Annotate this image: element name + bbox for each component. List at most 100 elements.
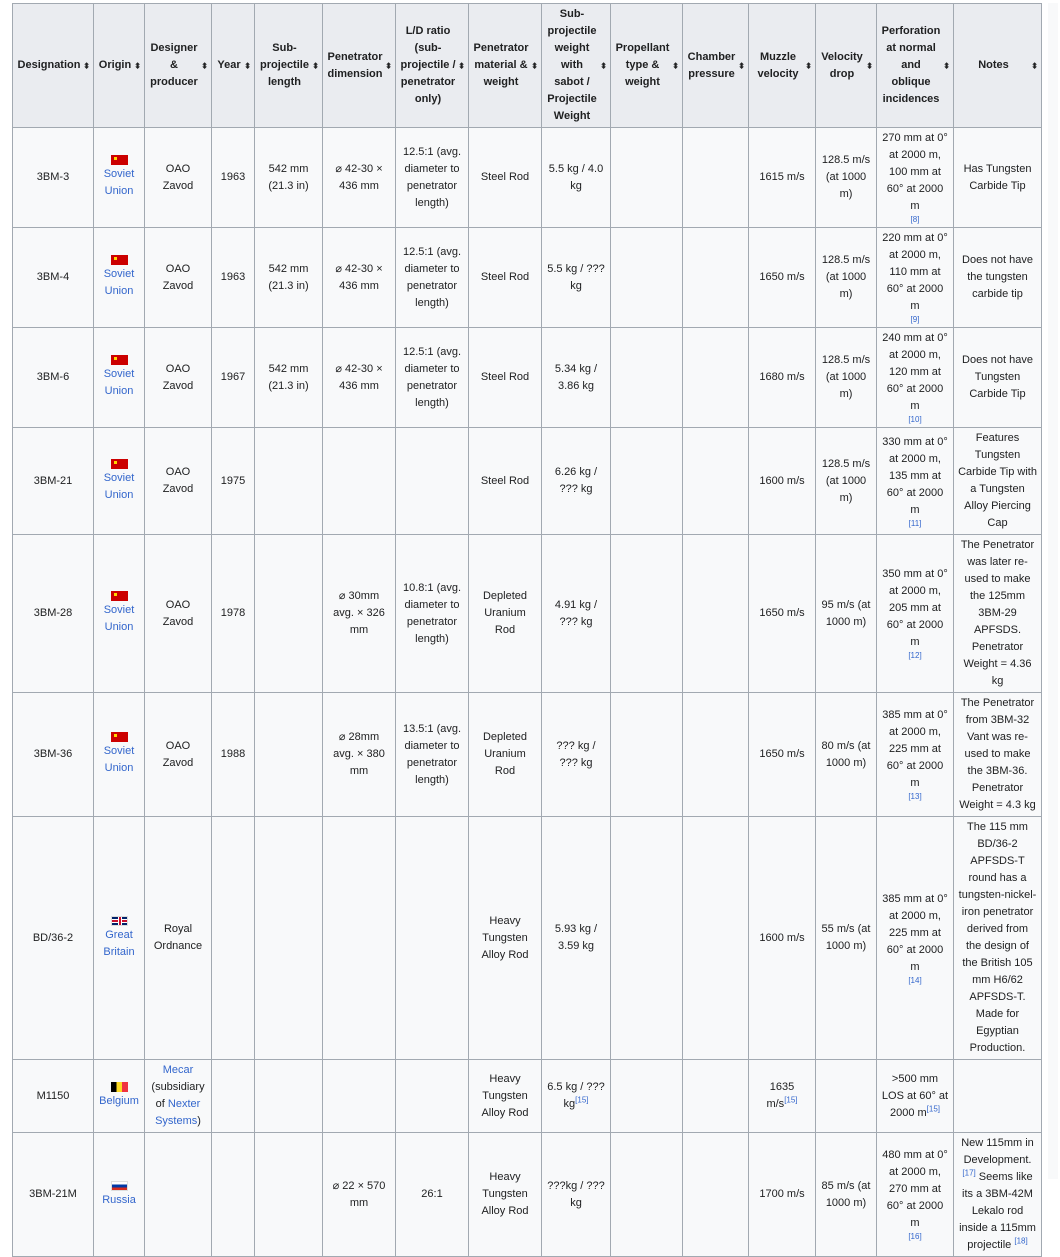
cell-text: Does not have the tungsten carbide tip bbox=[962, 254, 1033, 300]
origin-cell: Soviet Union bbox=[93, 534, 145, 693]
origin-link[interactable]: Soviet Union bbox=[103, 268, 135, 297]
origin-link[interactable]: Soviet Union bbox=[103, 745, 135, 774]
sort-icon[interactable]: ⬍ bbox=[600, 61, 607, 70]
sort-icon[interactable]: ⬍ bbox=[244, 61, 251, 70]
reference-link[interactable]: [17] bbox=[962, 1168, 976, 1178]
reference-link[interactable]: [8] bbox=[910, 215, 920, 224]
sort-icon[interactable]: ⬍ bbox=[312, 61, 319, 70]
column-header-7[interactable]: Penetrator material & weight ⬍ bbox=[468, 3, 542, 128]
cell-text: (subsidiary of bbox=[151, 1081, 205, 1110]
column-header-0[interactable]: Designation ⬍ bbox=[12, 3, 94, 128]
length-cell: 542 mm (21.3 in) bbox=[254, 227, 323, 328]
sort-icon[interactable]: ⬍ bbox=[805, 61, 812, 70]
notes-cell: The Penetrator was later re-used to make… bbox=[953, 534, 1042, 693]
muzzle-velocity-cell: 1600 m/s bbox=[748, 816, 816, 1060]
dimension-cell bbox=[322, 1059, 396, 1133]
reference-link[interactable]: [13] bbox=[908, 792, 922, 801]
cell-link[interactable]: Nexter Systems bbox=[155, 1098, 201, 1127]
soviet-union-flag-icon bbox=[110, 591, 128, 601]
origin-link[interactable]: Soviet Union bbox=[103, 168, 135, 197]
sort-icon[interactable]: ⬍ bbox=[385, 61, 392, 70]
reference-link[interactable]: [10] bbox=[908, 415, 922, 424]
apfsds-ammunition-table: Designation ⬍ Origin ⬍ Designer & producer ⬍ Y… bbox=[12, 3, 1042, 1257]
column-header-6[interactable]: L/D ratio (sub-projectile / penetrator o… bbox=[395, 3, 469, 128]
origin-link[interactable]: Belgium bbox=[99, 1095, 139, 1107]
material-cell: Heavy Tungsten Alloy Rod bbox=[468, 816, 542, 1060]
propellant-cell bbox=[610, 692, 683, 817]
column-header-5[interactable]: Penetrator dimension ⬍ bbox=[322, 3, 396, 128]
year-cell: 1978 bbox=[211, 534, 255, 693]
cell-link[interactable]: Mecar bbox=[162, 1064, 194, 1076]
notes-cell: The Penetrator from 3BM-32 Vant was re-u… bbox=[953, 692, 1042, 817]
sort-icon[interactable]: ⬍ bbox=[134, 61, 141, 70]
chamber-pressure-cell bbox=[682, 327, 749, 428]
column-header-14[interactable]: Notes ⬍ bbox=[953, 3, 1042, 128]
material-cell: Steel Rod bbox=[468, 327, 542, 428]
column-header-10[interactable]: Chamber pressure ⬍ bbox=[682, 3, 749, 128]
designation-cell: BD/36-2 bbox=[12, 816, 94, 1060]
origin-link[interactable]: Soviet Union bbox=[103, 604, 135, 633]
designation-cell: 3BM-21 bbox=[12, 427, 94, 535]
cell-text: ??? kg / ??? kg bbox=[556, 739, 596, 769]
column-header-11[interactable]: Muzzle velocity ⬍ bbox=[748, 3, 816, 128]
designation-cell: 3BM-28 bbox=[12, 534, 94, 693]
scrollbar[interactable] bbox=[1048, 3, 1058, 1179]
column-header-9[interactable]: Propellant type & weight ⬍ bbox=[610, 3, 683, 128]
cell-text: 6.5 kg / ??? kg bbox=[547, 1081, 605, 1110]
cell-text: The Penetrator from 3BM-32 Vant was re-u… bbox=[959, 697, 1036, 811]
sort-icon[interactable]: ⬍ bbox=[531, 61, 538, 70]
column-header-label: Designation bbox=[17, 59, 81, 71]
propellant-cell bbox=[610, 1132, 683, 1257]
reference-link[interactable]: [15] bbox=[575, 1095, 589, 1105]
column-header-3[interactable]: Year ⬍ bbox=[211, 3, 255, 128]
notes-cell: The 115 mm BD/36-2 APFSDS-T round has a … bbox=[953, 816, 1042, 1060]
muzzle-velocity-cell: 1680 m/s bbox=[748, 327, 816, 428]
sort-icon[interactable]: ⬍ bbox=[458, 61, 465, 70]
sort-icon[interactable]: ⬍ bbox=[1031, 61, 1038, 70]
column-header-2[interactable]: Designer & producer ⬍ bbox=[144, 3, 212, 128]
sort-icon[interactable]: ⬍ bbox=[201, 61, 208, 70]
velocity-drop-cell bbox=[815, 1059, 877, 1133]
designer-cell: Royal Ordnance bbox=[144, 816, 212, 1060]
column-header-8[interactable]: Sub-projectile weight with sabot / Proje… bbox=[541, 3, 611, 128]
column-header-12[interactable]: Velocity drop ⬍ bbox=[815, 3, 877, 128]
weight-cell: 4.91 kg / ??? kg bbox=[541, 534, 611, 693]
reference-link[interactable]: [15] bbox=[784, 1095, 798, 1105]
cell-text: 1650 m/s bbox=[759, 748, 805, 760]
sort-icon[interactable]: ⬍ bbox=[83, 61, 90, 70]
muzzle-velocity-cell: 1650 m/s bbox=[748, 227, 816, 328]
reference-link[interactable]: [18] bbox=[1014, 1236, 1028, 1246]
origin-link[interactable]: Soviet Union bbox=[103, 471, 135, 501]
weight-cell: 6.5 kg / ??? kg[15] bbox=[541, 1059, 611, 1133]
cell-text: 6.26 kg / ??? kg bbox=[554, 466, 598, 495]
sort-icon[interactable]: ⬍ bbox=[866, 61, 873, 70]
reference-link[interactable]: [14] bbox=[908, 975, 922, 985]
column-header-4[interactable]: Sub-projectile length ⬍ bbox=[254, 3, 323, 128]
length-cell bbox=[254, 1059, 323, 1133]
origin-link[interactable]: Russia bbox=[102, 1193, 136, 1206]
reference-link[interactable]: [12] bbox=[908, 651, 922, 660]
reference-link[interactable]: [16] bbox=[908, 1232, 922, 1241]
column-header-1[interactable]: Origin ⬍ bbox=[93, 3, 145, 128]
reference-link[interactable]: [11] bbox=[908, 518, 922, 528]
cell-text: OAO Zavod bbox=[162, 598, 194, 628]
header-row: Designation ⬍ Origin ⬍ Designer & producer ⬍ Y… bbox=[12, 3, 1042, 128]
table-row: 3BM-6 Soviet Union OAO Zavod 1967 542 mm (21… bbox=[12, 327, 1042, 428]
perforation-cell: 270 mm at 0° at 2000 m, 100 mm at 60° at… bbox=[876, 127, 954, 228]
cell-text: 480 mm at 0° at 2000 m, 270 mm at 60° at… bbox=[882, 1149, 948, 1229]
origin-link[interactable]: Great Britain bbox=[103, 928, 135, 958]
reference-link[interactable]: [9] bbox=[910, 315, 920, 324]
perforation-cell: 240 mm at 0° at 2000 m, 120 mm at 60° at… bbox=[876, 327, 954, 428]
soviet-union-flag-icon bbox=[110, 155, 128, 165]
soviet-union-flag-icon bbox=[110, 355, 128, 365]
chamber-pressure-cell bbox=[682, 1132, 749, 1257]
cell-text: OAO Zavod bbox=[162, 162, 194, 192]
sort-icon[interactable]: ⬍ bbox=[738, 61, 745, 70]
origin-link[interactable]: Soviet Union bbox=[103, 368, 135, 397]
sort-icon[interactable]: ⬍ bbox=[943, 61, 950, 70]
column-header-13[interactable]: Perforation at normal and oblique incide… bbox=[876, 3, 954, 128]
dimension-cell: ⌀ 42-30 × 436 mm bbox=[322, 327, 396, 428]
designation-cell: 3BM-21M bbox=[12, 1132, 94, 1257]
reference-link[interactable]: [15] bbox=[926, 1103, 941, 1113]
sort-icon[interactable]: ⬍ bbox=[672, 61, 679, 70]
